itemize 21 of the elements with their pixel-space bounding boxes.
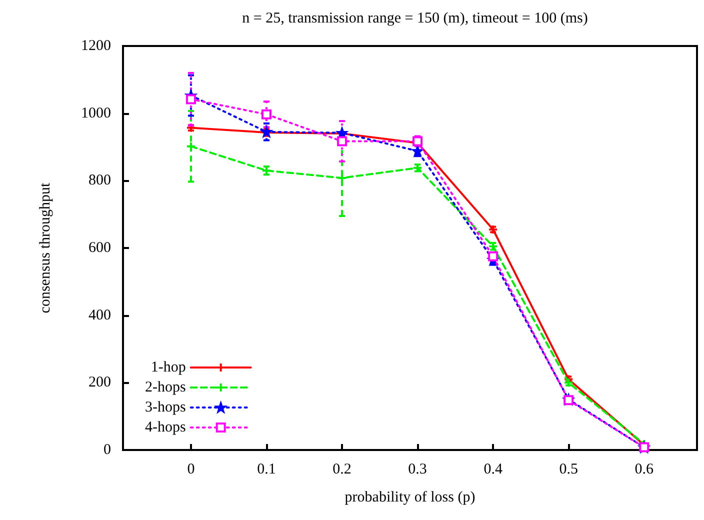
x-tick-label: 0.4 xyxy=(484,462,503,478)
x-tick-label: 0.2 xyxy=(332,462,352,478)
y-tick-label: 400 xyxy=(88,307,111,324)
y-tick-label: 0 xyxy=(104,442,111,458)
legend-label: 4-hops xyxy=(144,420,186,436)
y-tick-label: 1000 xyxy=(81,105,111,122)
x-tick-label: 0.1 xyxy=(257,462,276,478)
y-tick-label: 600 xyxy=(88,240,111,256)
y-tick-label: 1200 xyxy=(81,38,111,54)
x-tick-label: 0.5 xyxy=(559,462,578,478)
legend-label: 3-hops xyxy=(144,400,186,416)
x-tick-label: 0.6 xyxy=(634,462,654,478)
legend-label: 1-hop xyxy=(150,360,186,376)
chart-title: n = 25, transmission range = 150 (m), timeout = 100 (ms) xyxy=(242,10,588,26)
legend-label: 2-hops xyxy=(144,380,186,396)
y-axis-title: consensus throughput xyxy=(38,182,54,314)
y-tick-label: 800 xyxy=(88,172,111,189)
x-tick-label: 0.3 xyxy=(408,462,427,478)
x-axis-title: probability of loss (p) xyxy=(344,490,476,506)
y-tick-label: 200 xyxy=(88,374,111,391)
x-tick-label: 0 xyxy=(187,462,195,478)
